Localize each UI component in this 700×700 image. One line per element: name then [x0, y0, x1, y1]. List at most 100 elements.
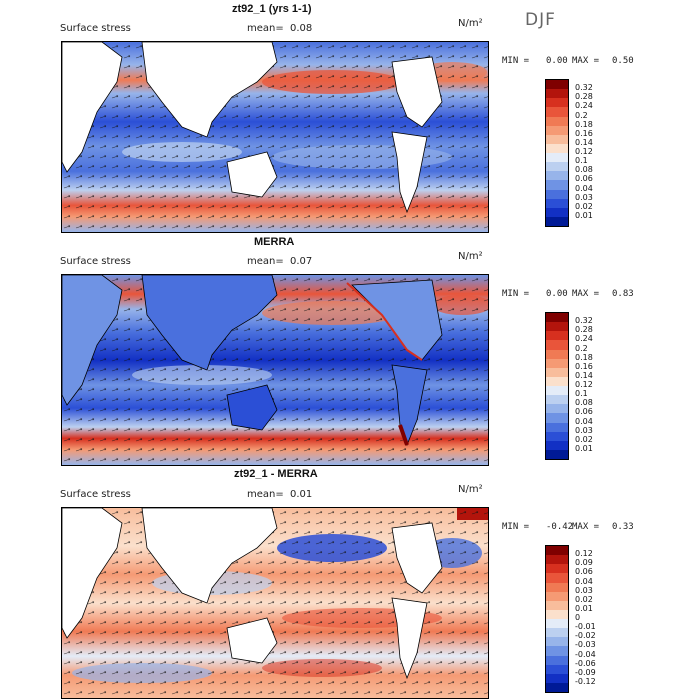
panel-1-title: zt92_1 (yrs 1-1) [232, 3, 312, 15]
colorbar-swatch [546, 125, 568, 135]
colorbar-swatch [546, 162, 568, 172]
season-label: DJF [525, 10, 556, 30]
panel-1-units: N/m² [458, 18, 483, 29]
panel-3-mean-label: mean= [247, 489, 284, 500]
colorbar-swatch [546, 107, 568, 117]
colorbar-tick-label: -0.03 [575, 640, 596, 650]
colorbar-tick-label: 0.03 [575, 425, 593, 435]
panel-1-map-svg [62, 42, 488, 232]
colorbar-swatch [546, 431, 568, 441]
colorbar-tick-label: 0.08 [575, 398, 593, 408]
colorbar-tick-label: 0.18 [575, 119, 593, 129]
colorbar-swatch [546, 573, 568, 583]
colorbar-tick-label: 0.03 [575, 585, 593, 595]
colorbar-swatch [546, 609, 568, 619]
colorbar-tick-label: 0.02 [575, 434, 593, 444]
colorbar-tick-label: -0.06 [575, 658, 596, 668]
panel-2-units: N/m² [458, 251, 483, 262]
panel-2-map [61, 274, 489, 466]
panel-3-map [61, 507, 489, 699]
panel-2-title: MERRA [254, 236, 295, 248]
colorbar-swatch [546, 440, 568, 450]
colorbar-tick-label: 0.06 [575, 174, 593, 184]
colorbar-tick-label: 0.08 [575, 165, 593, 175]
panel-2-max-value: 0.83 [612, 289, 634, 299]
panel-1-max-label: MAX = [572, 56, 600, 66]
colorbar-swatch [546, 422, 568, 432]
colorbar-swatch [546, 313, 568, 323]
colorbar-swatch [546, 89, 568, 99]
colorbar-tick-label: 0.1 [575, 156, 588, 166]
panel-3-units: N/m² [458, 484, 483, 495]
colorbar-swatch [546, 386, 568, 396]
colorbar-tick-label: 0.32 [575, 316, 593, 326]
panel-1-variable: Surface stress [60, 23, 131, 34]
panel-1-map [61, 41, 489, 233]
panel-2-variable: Surface stress [60, 256, 131, 267]
colorbar-tick-label: 0.04 [575, 416, 593, 426]
colorbar-swatch [546, 564, 568, 574]
colorbar-swatch [546, 340, 568, 350]
colorbar-tick-label: 0.32 [575, 83, 593, 93]
colorbar-swatch [546, 546, 568, 556]
panel-3-mean-value: 0.01 [290, 489, 313, 500]
panel-2-min-label: MIN = [502, 289, 530, 299]
colorbar-swatch [546, 591, 568, 601]
colorbar-tick-label: 0.01 [575, 210, 593, 220]
colorbar-swatch [546, 358, 568, 368]
colorbar-swatch [546, 413, 568, 423]
colorbar-tick-label: -0.01 [575, 622, 596, 632]
colorbar-swatch [546, 673, 568, 683]
colorbar-swatch [546, 682, 568, 692]
colorbar-tick-label: 0.14 [575, 137, 593, 147]
colorbar-swatch [546, 98, 568, 108]
panel-1-mean-value: 0.08 [290, 23, 313, 34]
colorbar-swatch [546, 198, 568, 208]
colorbar-tick-label: 0.28 [575, 325, 593, 335]
panel-2-map-svg [62, 275, 488, 465]
panel-1-max-value: 0.50 [612, 56, 634, 66]
colorbar-tick-label: 0.24 [575, 334, 593, 344]
colorbar-tick-label: 0.04 [575, 576, 593, 586]
colorbar-tick-label: 0.16 [575, 128, 593, 138]
colorbar-tick-label: 0.04 [575, 183, 593, 193]
colorbar-swatch [546, 180, 568, 190]
colorbar-tick-label: 0.16 [575, 361, 593, 371]
panel-1-land [62, 42, 443, 214]
colorbar-tick-label: 0.12 [575, 380, 593, 389]
panel-2-mean-label: mean= [247, 256, 284, 267]
colorbar-swatch [546, 322, 568, 332]
colorbar-tick-label: 0.1 [575, 389, 588, 399]
colorbar-swatch [546, 134, 568, 144]
colorbar-swatch [546, 395, 568, 405]
colorbar-swatch [546, 582, 568, 592]
colorbar-swatch [546, 171, 568, 181]
colorbar-swatch [546, 367, 568, 377]
colorbar-tick-label: 0.12 [575, 147, 593, 156]
panel-2-colorbar-labels: 0.32 0.28 0.24 0.2 0.18 0.16 0.14 0.12 0.1 0.08 0.… [575, 312, 615, 458]
colorbar-swatch [546, 153, 568, 163]
colorbar-tick-label: 0.06 [575, 567, 593, 577]
panel-2-colorbar [545, 312, 569, 460]
colorbar-tick-label: -0.04 [575, 649, 596, 659]
panel-3-min-value: -0.42 [546, 522, 574, 532]
colorbar-swatch [546, 404, 568, 414]
panel-3-min-label: MIN = [502, 522, 530, 532]
colorbar-swatch [546, 349, 568, 359]
colorbar-tick-label: 0.2 [575, 110, 588, 120]
colorbar-swatch [546, 637, 568, 647]
colorbar-swatch [546, 449, 568, 459]
panel-2-max-label: MAX = [572, 289, 600, 299]
panel-3-title: zt92_1 - MERRA [234, 468, 318, 480]
colorbar-tick-label: -0.09 [575, 667, 596, 677]
colorbar-tick-label: 0.09 [575, 558, 593, 568]
colorbar-tick-label: 0.18 [575, 352, 593, 362]
colorbar-swatch [546, 189, 568, 199]
colorbar-swatch [546, 80, 568, 90]
colorbar-tick-label: -0.02 [575, 631, 596, 641]
colorbar-swatch [546, 143, 568, 153]
colorbar-tick-label: 0.02 [575, 201, 593, 211]
panel-1-min-value: 0.00 [546, 56, 568, 66]
colorbar-tick-label: 0.24 [575, 101, 593, 111]
panel-2-mean-value: 0.07 [290, 256, 313, 267]
